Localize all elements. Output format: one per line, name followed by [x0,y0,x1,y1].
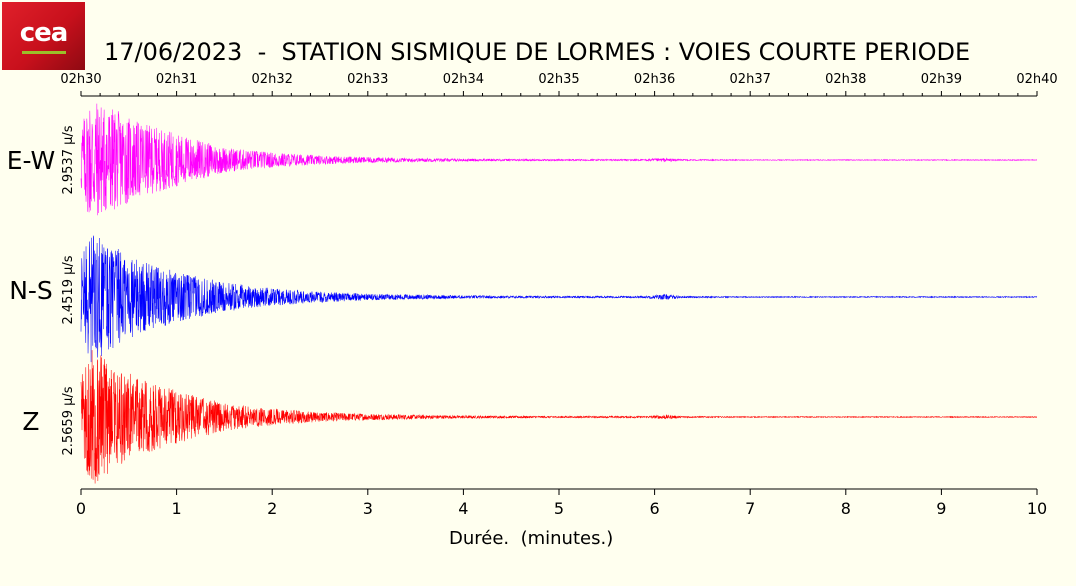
x-axis-tick-label: 2 [267,499,277,518]
top-axis-tick-label: 02h36 [634,72,675,87]
top-axis-tick-label: 02h30 [60,72,101,87]
trace-n-s [80,235,1038,363]
chart-title: 17/06/2023 - STATION SISMIQUE DE LORMES … [104,38,971,66]
top-axis-tick-label: 02h39 [921,72,962,87]
x-axis-label: Durée. (minutes.) [449,528,614,549]
x-axis-tick-label: 0 [76,499,86,518]
top-axis-tick-label: 02h33 [347,72,388,87]
x-axis-tick-label: 1 [172,499,182,518]
top-axis-tick-label: 02h37 [730,72,771,87]
amplitude-scale-label: 2.5659 μ/s [61,386,76,455]
top-axis-tick-label: 02h35 [538,72,579,87]
x-axis-tick-label: 4 [458,499,468,518]
trace-z [80,350,1038,484]
cea-logo-bar [22,51,66,54]
trace-e-w [80,103,1038,216]
top-axis-tick-label: 02h38 [825,72,866,87]
amplitude-scale-label: 2.4519 μ/s [61,255,76,324]
x-axis-tick-label: 6 [650,499,660,518]
x-axis-tick-label: 9 [936,499,946,518]
cea-logo-text: cea [19,18,69,48]
top-axis-tick-label: 02h31 [156,72,197,87]
x-axis-tick-label: 7 [745,499,755,518]
top-axis-tick-label: 02h32 [252,72,293,87]
x-axis-tick-label: 3 [363,499,373,518]
top-axis-tick-label: 02h40 [1016,72,1057,87]
channel-label: Z [22,407,39,436]
x-axis-tick-label: 5 [554,499,564,518]
cea-logo: cea [2,2,85,70]
channel-label: N-S [9,276,53,305]
amplitude-scale-label: 2.9537 μ/s [61,125,76,194]
x-axis-tick-label: 8 [841,499,851,518]
x-axis-tick-label: 10 [1027,499,1047,518]
top-axis-tick-label: 02h34 [443,72,484,87]
channel-label: E-W [7,146,56,175]
